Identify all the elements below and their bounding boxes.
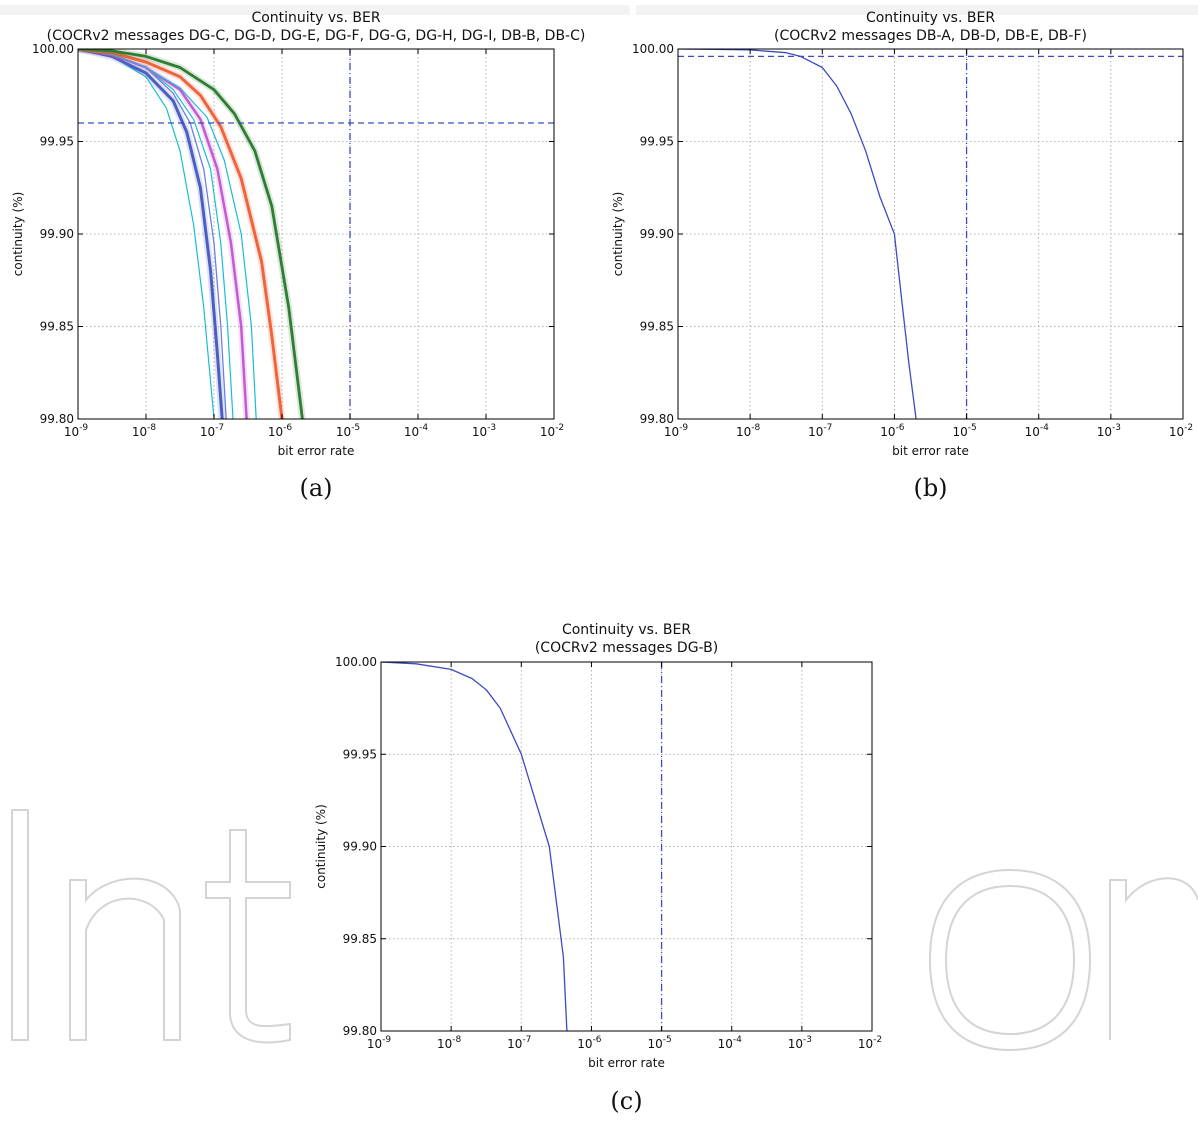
watermark-letter-4 bbox=[928, 868, 1092, 1052]
chart-subtitle: (COCRv2 messages DB-A, DB-D, DB-E, DB-F) bbox=[774, 28, 1087, 44]
x-tick-label: 10-8 bbox=[437, 1035, 462, 1051]
series-6-line bbox=[78, 49, 257, 419]
chart-panel-b: Continuity vs. BER (COCRv2 messages DB-A,… bbox=[604, 0, 1198, 505]
x-tick-label: 10-3 bbox=[788, 1035, 812, 1051]
x-tick-label: 10-2 bbox=[540, 423, 564, 439]
y-axis-label: continuity (%) bbox=[11, 192, 25, 277]
y-tick-label: 99.95 bbox=[343, 747, 377, 761]
y-axis-label: continuity (%) bbox=[314, 804, 328, 889]
x-tick-label: 10-7 bbox=[507, 1035, 531, 1051]
series-2-line bbox=[78, 49, 224, 419]
x-tick-label: 10-2 bbox=[858, 1035, 882, 1051]
x-tick-label: 10-5 bbox=[647, 1035, 671, 1051]
x-axis-label: bit error rate bbox=[892, 444, 969, 458]
x-tick-label: 10-9 bbox=[367, 1035, 392, 1051]
x-tick-label: 10-8 bbox=[736, 423, 761, 439]
y-tick-label: 99.95 bbox=[40, 135, 74, 149]
panel-caption: (b) bbox=[913, 474, 947, 502]
y-axis-label: continuity (%) bbox=[611, 192, 625, 277]
x-tick-label: 10-9 bbox=[64, 423, 89, 439]
y-tick-label: 99.85 bbox=[343, 932, 377, 946]
x-tick-label: 10-4 bbox=[1025, 423, 1050, 439]
series-1-line bbox=[678, 49, 917, 419]
y-tick-label: 99.85 bbox=[40, 320, 74, 334]
chart-a-svg: Continuity vs. BER (COCRv2 messages DG-C,… bbox=[11, 10, 586, 502]
series-8-line bbox=[78, 49, 304, 419]
watermark-letter-3 bbox=[205, 829, 291, 1044]
y-tick-label: 99.95 bbox=[640, 135, 674, 149]
x-axis-label: bit error rate bbox=[588, 1056, 665, 1070]
x-tick-label: 10-3 bbox=[472, 423, 496, 439]
panel-caption: (a) bbox=[299, 474, 332, 502]
x-tick-label: 10-2 bbox=[1169, 423, 1193, 439]
series-1-line bbox=[381, 662, 568, 1031]
watermark-letter-1 bbox=[11, 809, 29, 1041]
x-tick-label: 10-7 bbox=[200, 423, 224, 439]
chart-title: Continuity vs. BER bbox=[866, 10, 995, 26]
x-tick-label: 10-6 bbox=[880, 423, 905, 439]
x-tick-label: 10-6 bbox=[577, 1035, 602, 1051]
x-tick-label: 10-8 bbox=[132, 423, 157, 439]
chart-panel-c: Continuity vs. BER (COCRv2 messages DG-B)… bbox=[300, 612, 900, 1118]
x-tick-label: 10-3 bbox=[1097, 423, 1121, 439]
y-tick-label: 99.90 bbox=[40, 227, 74, 241]
chart-subtitle: (COCRv2 messages DG-B) bbox=[535, 640, 718, 656]
y-tick-label: 99.90 bbox=[343, 840, 377, 854]
y-tick-label: 99.80 bbox=[40, 412, 74, 426]
chart-b-svg: Continuity vs. BER (COCRv2 messages DB-A,… bbox=[611, 10, 1193, 502]
chart-c-svg: Continuity vs. BER (COCRv2 messages DG-B)… bbox=[314, 622, 882, 1115]
chart-title: Continuity vs. BER bbox=[251, 10, 380, 26]
chart-panel-a: Continuity vs. BER (COCRv2 messages DG-C,… bbox=[0, 0, 600, 505]
watermark-letter-5 bbox=[1109, 877, 1198, 1040]
x-tick-label: 10-7 bbox=[808, 423, 832, 439]
x-tick-label: 10-4 bbox=[404, 423, 429, 439]
x-tick-label: 10-5 bbox=[952, 423, 976, 439]
series-7-line bbox=[78, 49, 284, 419]
chart-subtitle: (COCRv2 messages DG-C, DG-D, DG-E, DG-F,… bbox=[47, 28, 586, 44]
y-tick-label: 100.00 bbox=[32, 42, 74, 56]
x-tick-label: 10-9 bbox=[664, 423, 689, 439]
y-tick-label: 99.85 bbox=[640, 320, 674, 334]
y-tick-label: 99.80 bbox=[343, 1024, 377, 1038]
panel-caption: (c) bbox=[610, 1087, 642, 1115]
watermark-letter-2 bbox=[69, 877, 181, 1041]
chart-title: Continuity vs. BER bbox=[562, 622, 691, 638]
x-axis-label: bit error rate bbox=[278, 444, 355, 458]
x-tick-label: 10-6 bbox=[268, 423, 293, 439]
y-tick-label: 100.00 bbox=[335, 655, 377, 669]
x-tick-label: 10-5 bbox=[336, 423, 360, 439]
y-tick-label: 99.80 bbox=[640, 412, 674, 426]
x-tick-label: 10-4 bbox=[718, 1035, 743, 1051]
y-tick-label: 100.00 bbox=[632, 42, 674, 56]
y-tick-label: 99.90 bbox=[640, 227, 674, 241]
